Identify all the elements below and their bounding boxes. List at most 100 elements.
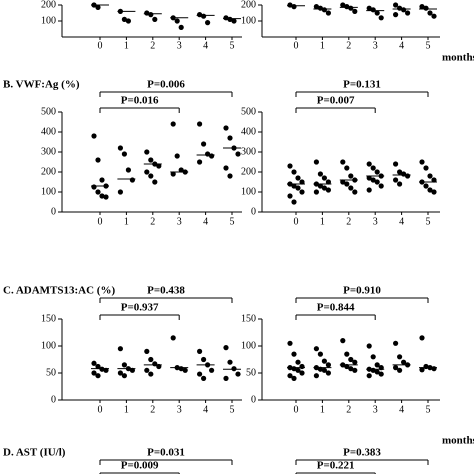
panel-title: B. VWF:Ag (%) <box>3 79 80 91</box>
data-point <box>156 163 162 169</box>
x-tick-label: 1 <box>320 40 325 51</box>
x-tick-label: 1 <box>124 40 129 51</box>
data-point <box>223 125 229 131</box>
data-point <box>178 24 184 30</box>
x-tick-label: 3 <box>373 40 378 51</box>
data-point <box>117 370 123 376</box>
data-point <box>405 173 411 179</box>
data-point <box>201 356 207 363</box>
data-point <box>325 362 331 368</box>
data-point <box>231 18 237 24</box>
data-point <box>374 369 380 375</box>
data-point <box>148 173 154 179</box>
y-tick-label: 0 <box>251 394 256 405</box>
data-point <box>223 165 229 171</box>
data-point <box>197 348 203 354</box>
p-value: P=0.910 <box>343 285 381 297</box>
y-tick-label: 100 <box>41 340 56 351</box>
x-tick-label: 5 <box>426 404 431 415</box>
x-tick-label: 3 <box>177 40 182 51</box>
data-point <box>366 175 372 181</box>
data-point <box>321 358 327 364</box>
x-tick-label: 0 <box>294 40 299 51</box>
data-point <box>144 367 150 373</box>
data-point <box>235 151 241 157</box>
p-value: P=0.844 <box>317 302 355 314</box>
data-point <box>148 157 154 163</box>
data-point <box>95 157 101 163</box>
data-point <box>427 173 433 179</box>
data-point <box>148 12 154 18</box>
data-point <box>201 375 207 381</box>
data-point <box>344 181 350 187</box>
p-value: P=0.937 <box>121 302 159 314</box>
data-point <box>152 16 158 22</box>
y-tick-label: 0 <box>251 206 256 217</box>
x-tick-label: 3 <box>373 216 378 227</box>
p-value: P=0.438 <box>147 285 185 297</box>
x-tick-label: 4 <box>399 216 404 227</box>
data-point <box>295 185 301 191</box>
x-tick-label: 4 <box>203 40 208 51</box>
x-tick-label: 3 <box>373 404 378 415</box>
data-point <box>91 133 97 139</box>
data-point <box>397 181 403 187</box>
data-point <box>295 367 301 373</box>
data-point <box>313 189 319 195</box>
x-tick-label: 0 <box>294 404 299 415</box>
data-point <box>397 354 403 360</box>
data-point <box>121 151 127 157</box>
data-point <box>317 171 323 177</box>
data-point <box>227 135 233 141</box>
data-point <box>431 366 437 372</box>
data-point <box>393 365 399 371</box>
y-tick-label: 150 <box>241 313 256 324</box>
data-point <box>423 5 429 11</box>
data-point <box>287 193 293 199</box>
panel-title: C. ADAMTS13:AC (%) <box>3 285 115 297</box>
data-point <box>344 165 350 171</box>
data-point <box>197 121 203 127</box>
data-point <box>144 149 150 155</box>
data-point <box>125 18 131 24</box>
data-point <box>103 194 109 200</box>
p-value: P=0.007 <box>317 95 355 107</box>
data-point <box>148 371 154 377</box>
data-point <box>321 185 327 191</box>
data-point <box>374 169 380 175</box>
data-point <box>374 179 380 185</box>
y-tick-label: 200 <box>41 166 56 177</box>
y-tick-label: 100 <box>41 186 56 197</box>
data-point <box>366 343 372 349</box>
data-point <box>340 338 346 344</box>
data-point <box>378 183 384 189</box>
x-tick-label: 0 <box>98 216 103 227</box>
data-point <box>197 12 203 18</box>
x-tick-label: 0 <box>98 404 103 415</box>
data-point <box>423 165 429 171</box>
x-tick-label: 2 <box>150 40 155 51</box>
data-point <box>129 177 135 183</box>
data-point <box>431 189 437 195</box>
x-tick-label: 1 <box>124 216 129 227</box>
data-point <box>352 8 358 14</box>
data-point <box>174 153 180 159</box>
x-tick-label: 4 <box>203 216 208 227</box>
data-point <box>299 370 305 376</box>
data-point <box>91 184 97 190</box>
y-tick-label: 500 <box>241 106 256 117</box>
x-tick-label: 5 <box>426 216 431 227</box>
data-point <box>121 373 127 379</box>
data-point <box>366 5 372 11</box>
data-point <box>431 13 437 19</box>
data-point <box>325 179 331 185</box>
data-point <box>393 2 399 8</box>
y-tick-label: 50 <box>246 367 256 378</box>
data-point <box>348 366 354 372</box>
data-point <box>325 370 331 376</box>
x-tick-label: 2 <box>150 404 155 415</box>
y-tick-label: 100 <box>241 340 256 351</box>
x-tick-label: 2 <box>346 40 351 51</box>
x-tick-label: 4 <box>399 404 404 415</box>
data-point <box>317 351 323 357</box>
